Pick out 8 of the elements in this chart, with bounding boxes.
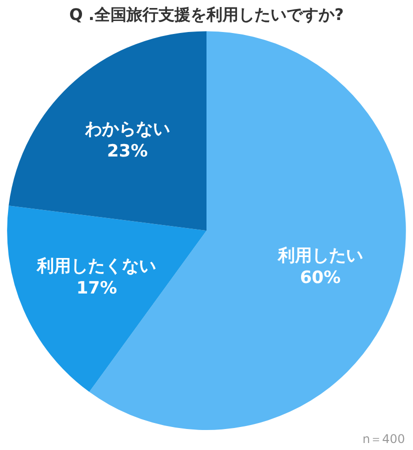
chart-title: Q .全国旅行支援を利用したいですか? [69,4,344,24]
data-label: 23% [107,141,148,162]
slice-label: 利用したい [276,246,363,266]
data-label: 60% [300,268,341,288]
data-label: 17% [76,278,118,299]
text: n＝400 [362,432,405,446]
slice-label: わからない [84,119,170,140]
slice-label: 利用したくない [36,256,156,277]
